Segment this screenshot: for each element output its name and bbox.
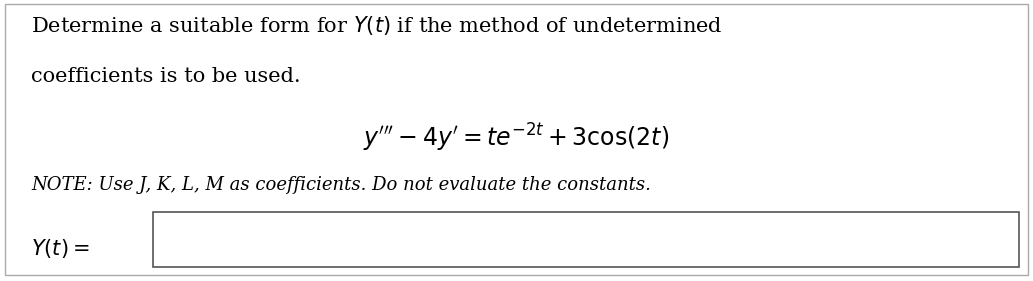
Text: $Y(t) =$: $Y(t) =$ — [31, 237, 90, 260]
Text: coefficients is to be used.: coefficients is to be used. — [31, 67, 301, 87]
Text: Determine a suitable form for $Y(t)$ if the method of undetermined: Determine a suitable form for $Y(t)$ if … — [31, 14, 722, 37]
FancyBboxPatch shape — [153, 212, 1019, 267]
Text: NOTE: Use J, K, L, M as coefficients. Do not evaluate the constants.: NOTE: Use J, K, L, M as coefficients. Do… — [31, 176, 651, 194]
Text: $y^{\prime\prime\prime} - 4y^{\prime} = te^{-2t} + 3\cos(2t)$: $y^{\prime\prime\prime} - 4y^{\prime} = … — [364, 122, 669, 155]
FancyBboxPatch shape — [5, 4, 1028, 275]
